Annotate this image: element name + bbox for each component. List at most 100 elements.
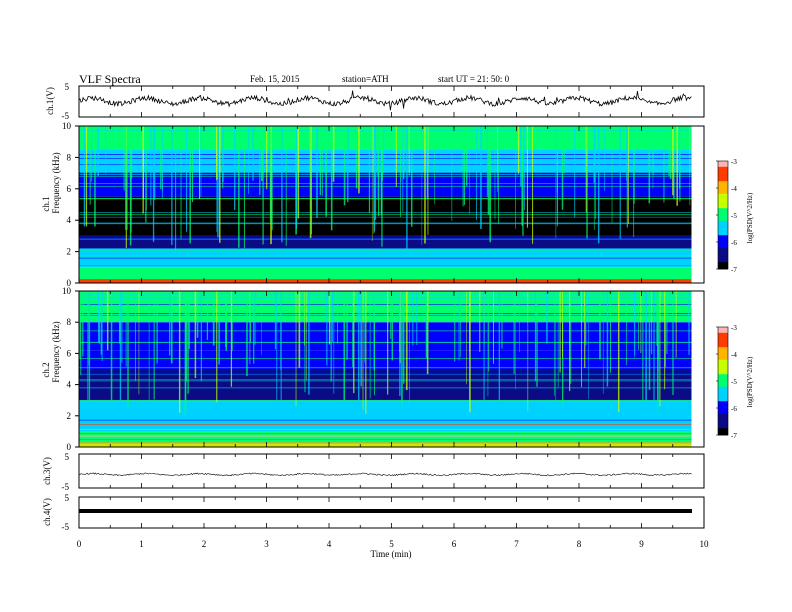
spectrogram-ytick-label: 2 [67, 411, 72, 421]
colorbar-step [718, 238, 728, 241]
colorbar-step [718, 431, 728, 434]
colorbar-step [718, 393, 728, 396]
spectrogram-band [79, 322, 692, 351]
x-tick-label: 8 [577, 539, 582, 549]
colorbar-step [718, 372, 728, 375]
ch3-ytick-top: 5 [65, 452, 70, 462]
colorbar-step [718, 399, 728, 402]
colorbar-step [718, 377, 728, 380]
colorbar-step [718, 406, 728, 409]
colorbar-step [718, 162, 728, 165]
colorbar-step [718, 243, 728, 246]
spectrogram-ytick-label: 6 [67, 184, 72, 194]
colorbar-step [718, 231, 728, 234]
colorbar-step [718, 391, 728, 394]
colorbar-step [718, 409, 728, 412]
ch2-colorbar: -3 -4 -5 -6 -7 [716, 324, 737, 440]
colorbar-step [718, 166, 728, 169]
spectrogram-band [79, 291, 692, 323]
colorbar-step [718, 328, 728, 331]
colorbar-step [718, 260, 728, 263]
colorbar-step [718, 164, 728, 167]
ch1-waveform-panel: 5 -5 ch.1(V) [45, 82, 705, 121]
colorbar-step [718, 348, 728, 351]
colorbar-step [718, 179, 728, 182]
x-tick-label: 9 [639, 539, 644, 549]
colorbar-tick-label: -3 [731, 158, 737, 166]
ch2-spectrogram-image [79, 291, 692, 447]
colorbar-step [718, 191, 728, 194]
x-tick-label: 5 [389, 539, 394, 549]
colorbar-step [718, 330, 728, 333]
colorbar-step [718, 400, 728, 403]
x-axis-tick-labels: 0 1 2 3 4 5 6 7 8 9 10 [77, 539, 709, 549]
colorbar-step [718, 267, 728, 270]
colorbar-step [718, 386, 728, 389]
colorbar-step [718, 384, 728, 387]
colorbar-step [718, 256, 728, 259]
colorbar-step [718, 209, 728, 212]
colorbar-step [718, 261, 728, 264]
colorbar-step [718, 233, 728, 236]
ch1-spectrogram-channel-label: ch.1 [41, 196, 51, 211]
spectrogram-ytick-label: 4 [67, 215, 72, 225]
colorbar-step [718, 424, 728, 427]
colorbar-step [718, 397, 728, 400]
spectrogram-band [79, 400, 692, 432]
colorbar-step [718, 415, 728, 418]
colorbar-step [718, 368, 728, 371]
ch1-spectrogram-ylabel: Frequency (kHz) [51, 152, 61, 213]
colorbar-step [718, 218, 728, 221]
colorbar-step [718, 411, 728, 414]
colorbar-step [718, 370, 728, 373]
colorbar-step [718, 352, 728, 355]
spectrogram-band [79, 196, 692, 236]
start-time-label: start UT = 21: 50: 0 [438, 74, 510, 84]
ch3-ytick-bottom: -5 [62, 482, 70, 492]
colorbar-step [718, 382, 728, 385]
colorbar-step [718, 346, 728, 349]
x-tick-label: 6 [452, 539, 457, 549]
spectrogram-ytick-label: 6 [67, 348, 72, 358]
colorbar-step [718, 350, 728, 353]
spectrogram-ytick-label: 8 [67, 152, 72, 162]
colorbar-step [718, 225, 728, 228]
colorbar-step [718, 168, 728, 171]
colorbar-step [718, 418, 728, 421]
colorbar-step [718, 249, 728, 252]
colorbar-step [718, 224, 728, 227]
colorbar-step [718, 429, 728, 432]
colorbar-step [718, 433, 728, 436]
colorbar-step [718, 427, 728, 430]
colorbar-step [718, 193, 728, 196]
colorbar-step [718, 206, 728, 209]
colorbar-step [718, 422, 728, 425]
x-tick-label: 10 [700, 539, 710, 549]
ch1-ytick-bottom: -5 [62, 111, 70, 121]
ch2-spectrogram-channel-label: ch.2 [41, 362, 51, 377]
colorbar-tick-label: -5 [731, 212, 737, 220]
spectrogram-band [79, 279, 692, 283]
colorbar-tick-label: -6 [731, 405, 737, 413]
colorbar-step [718, 188, 728, 191]
colorbar-step [718, 265, 728, 268]
colorbar-step [718, 229, 728, 232]
colorbar-step [718, 184, 728, 187]
colorbar-tick-label: -4 [731, 351, 737, 359]
colorbar-step [718, 171, 728, 174]
colorbar-step [718, 395, 728, 398]
colorbar-step [718, 247, 728, 250]
colorbar-step [718, 359, 728, 362]
colorbar-step [718, 363, 728, 366]
colorbar-step [718, 390, 728, 393]
colorbar-step [718, 222, 728, 225]
colorbar-step [718, 357, 728, 360]
ch1-spectrogram-image [79, 126, 692, 283]
colorbar-tick-label: -4 [731, 185, 737, 193]
ch4-waveform-trace [79, 509, 692, 513]
colorbar-step [718, 242, 728, 245]
colorbar-step [718, 341, 728, 344]
spectrogram-ytick-label: 10 [62, 286, 72, 296]
colorbar-step [718, 207, 728, 210]
spectrogram-ytick-label: 0 [67, 278, 72, 288]
